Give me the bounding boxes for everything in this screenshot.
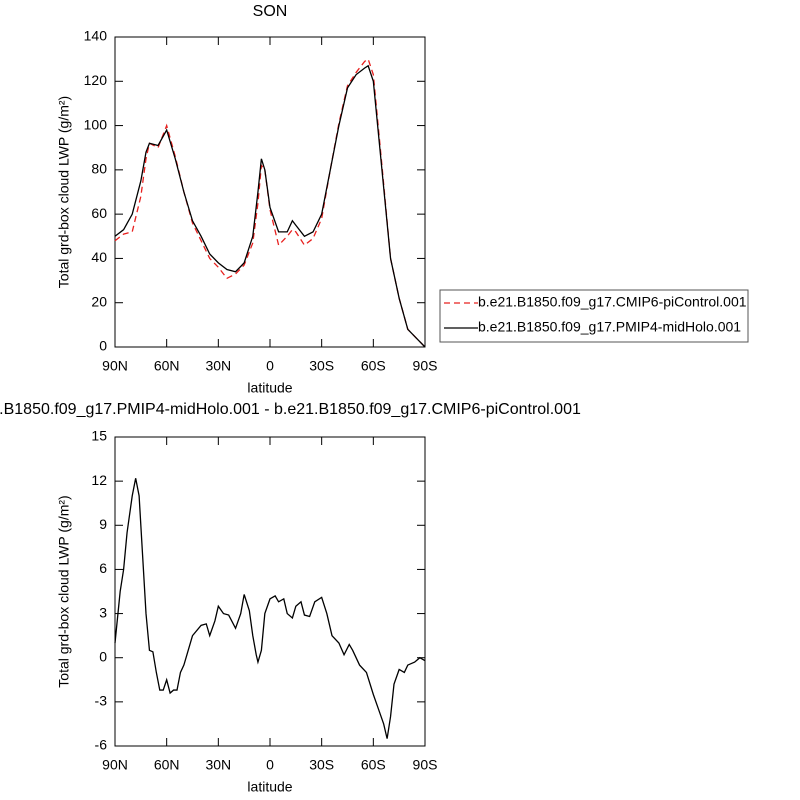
x-tick-label: 60S (361, 358, 386, 374)
x-tick-label: 60N (154, 757, 180, 773)
x-tick-label: 60N (154, 358, 180, 374)
y-tick-label: 9 (99, 516, 107, 532)
x-tick-label: 30N (205, 757, 231, 773)
y-tick-label: 15 (91, 428, 107, 444)
data-line (114, 478, 426, 739)
x-tick-label: 30S (309, 358, 334, 374)
plot-frame (114, 436, 426, 747)
y-tick-label: 3 (99, 604, 107, 620)
x-tick-label: 0 (266, 358, 274, 374)
y-tick-label: 20 (91, 293, 107, 309)
y-tick-label: 100 (84, 116, 108, 132)
y-tick-label: 0 (99, 648, 107, 664)
x-tick-label: 30S (309, 757, 334, 773)
y-tick-label: 140 (84, 28, 108, 44)
legend-box (439, 289, 749, 343)
x-tick-label: 30N (205, 358, 231, 374)
y-tick-label: 120 (84, 72, 108, 88)
y-tick-label: 12 (91, 472, 107, 488)
x-tick-label: 60S (361, 757, 386, 773)
x-tick-label: 90S (413, 358, 438, 374)
y-tick-label: 60 (91, 205, 107, 221)
y-axis-label: Total grd-box cloud LWP (g/m²) (56, 495, 72, 687)
y-tick-label: 80 (91, 161, 107, 177)
y-tick-label: 6 (99, 560, 107, 576)
plot-frame (114, 36, 426, 348)
chart-title: b.e21.B1850.f09_g17.PMIP4-midHolo.001 - … (0, 401, 581, 418)
y-tick-label: 40 (91, 249, 107, 265)
y-axis-label: Total grd-box cloud LWP (g/m²) (56, 96, 72, 288)
y-tick-label: -6 (95, 737, 108, 753)
x-tick-label: 0 (266, 757, 274, 773)
data-line (114, 64, 426, 348)
y-tick-label: 0 (99, 338, 107, 354)
chart-title: SON (253, 3, 288, 20)
data-line (114, 58, 426, 348)
legend-label: b.e21.B1850.f09_g17.PMIP4-midHolo.001 (478, 319, 741, 335)
y-tick-label: -3 (95, 693, 108, 709)
legend-label: b.e21.B1850.f09_g17.CMIP6-piControl.001 (478, 294, 747, 310)
x-tick-label: 90N (102, 757, 128, 773)
x-tick-label: 90S (413, 757, 438, 773)
x-axis-label: latitude (247, 779, 292, 795)
x-axis-label: latitude (247, 380, 292, 396)
x-tick-label: 90N (102, 358, 128, 374)
